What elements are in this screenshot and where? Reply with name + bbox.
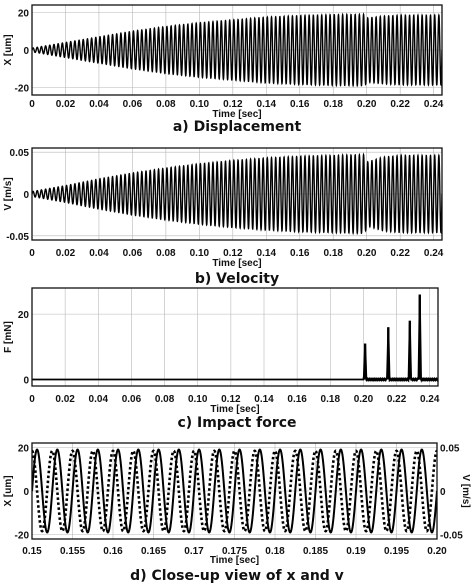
y-axis-label: F [mN]: [3, 321, 14, 353]
x-tick-label: 0.18: [265, 546, 285, 557]
x-tick-label: 0.10: [188, 394, 208, 405]
y-tick-label: -20: [15, 84, 30, 95]
x-tick-label: 0.195: [384, 546, 409, 557]
y-axis-label: V [m/s]: [3, 177, 14, 210]
panel-d: 0.15 0.155 0.16 0.165 0.17 0.175 0.18 0.185 0.19…: [3, 442, 471, 584]
x-tick-label: 0.08: [155, 394, 175, 405]
x-tick-label: 0.24: [424, 99, 444, 110]
x-axis-label: Time [sec]: [210, 404, 259, 415]
y-tick-label: -0.05: [6, 232, 29, 243]
x-tick-label: 0.10: [190, 99, 210, 110]
x-tick-label: 0.155: [60, 546, 85, 557]
y-tick-label: 20: [18, 310, 30, 321]
panel-c: 0 0.02 0.04 0.06 0.08 0.10 0.12 0.14 0.16 0.18 0.2…: [3, 287, 440, 431]
plot-area: [32, 12, 442, 88]
x-tick-label: 0.16: [103, 546, 123, 557]
y-tick-label: 0: [23, 375, 29, 386]
x-tick-label: 0.06: [123, 99, 143, 110]
x-tick-label: 0: [29, 248, 35, 259]
displacement-line: [32, 448, 437, 534]
x-tick-label: 0.22: [387, 394, 407, 405]
plot-frame: [31, 287, 439, 387]
y-right-tick-label: -0.05: [440, 531, 463, 542]
x-tick-label: 0.04: [89, 394, 109, 405]
x-tick-label: 0.22: [390, 99, 410, 110]
y-tick-label: 0.05: [10, 148, 30, 159]
y-right-axis-label: V [m/s]: [460, 474, 471, 507]
x-tick-label: 0.16: [287, 394, 307, 405]
series-line: [32, 296, 438, 383]
y-tick-label: -20: [15, 531, 30, 542]
plot-area: [32, 152, 442, 236]
x-tick-label: 0.14: [257, 99, 277, 110]
panel-a: 0 0.02 0.04 0.06 0.08 0.10 0.12 0.14 0.16 0.18 0.2…: [3, 4, 444, 135]
x-tick-label: 0: [29, 394, 35, 405]
y-axis-label: X [um]: [3, 34, 14, 65]
x-tick-label: 0.02: [56, 248, 76, 259]
panel-b: 0 0.02 0.04 0.06 0.08 0.10 0.12 0.14 0.16 0.18 0.2…: [3, 147, 444, 287]
y-right-tick-label: 0: [440, 487, 446, 498]
x-tick-label: 0.06: [122, 394, 142, 405]
x-tick-label: 0.20: [354, 394, 374, 405]
x-tick-label: 0.04: [89, 248, 109, 259]
x-tick-label: 0.04: [89, 99, 109, 110]
x-tick-label: 0.16: [290, 99, 310, 110]
y-right-tick-label: 0.05: [440, 443, 460, 454]
x-tick-label: 0.12: [223, 248, 243, 259]
x-tick-label: 0.24: [424, 248, 444, 259]
x-tick-label: 0.19: [346, 546, 366, 557]
x-tick-label: 0.16: [290, 248, 310, 259]
y-tick-label: 20: [18, 443, 30, 454]
y-tick-label: 0: [23, 487, 29, 498]
x-axis-label: Time [sec]: [212, 109, 261, 120]
plot-area: [32, 448, 437, 534]
panel-caption: c) Impact force: [177, 415, 296, 431]
x-tick-label: 0.24: [420, 394, 440, 405]
x-tick-label: 0.18: [321, 394, 341, 405]
plot-area: [32, 294, 438, 383]
x-tick-label: 0.12: [223, 99, 243, 110]
x-tick-label: 0.18: [323, 248, 343, 259]
plot-frame: [31, 147, 443, 241]
y-tick-label: 0: [23, 190, 29, 201]
y-tick-label: 0: [23, 46, 29, 57]
x-tick-label: 0.185: [303, 546, 328, 557]
x-tick-label: 0.165: [141, 546, 166, 557]
x-tick-label: 0.20: [357, 99, 377, 110]
x-tick-label: 0.12: [221, 394, 241, 405]
x-tick-label: 0.08: [156, 99, 176, 110]
x-tick-label: 0.18: [323, 99, 343, 110]
x-axis-label: Time [sec]: [210, 555, 259, 566]
x-tick-label: 0.15: [22, 546, 42, 557]
x-tick-label: 0.17: [184, 546, 204, 557]
x-tick-label: 0.02: [55, 394, 75, 405]
x-tick-label: 0.175: [222, 546, 247, 557]
plot-frame: [31, 442, 438, 540]
x-tick-label: 0.22: [390, 248, 410, 259]
x-tick-label: 0.20: [357, 248, 377, 259]
x-tick-label: 0.10: [190, 248, 210, 259]
panel-caption: d) Close-up view of x and v: [130, 568, 344, 584]
x-tick-label: 0.06: [123, 248, 143, 259]
x-tick-label: 0.02: [56, 99, 76, 110]
velocity-line: [32, 449, 437, 533]
x-tick-label: 0.14: [254, 394, 274, 405]
x-tick-label: 0.14: [257, 248, 277, 259]
x-axis-label: Time [sec]: [212, 258, 261, 269]
series-line: [32, 12, 442, 88]
x-tick-label: 0.08: [156, 248, 176, 259]
plot-frame: [31, 4, 443, 96]
x-tick-label: 0: [29, 99, 35, 110]
series-line: [32, 152, 442, 236]
y-axis-label: X [um]: [3, 475, 14, 506]
panel-caption: b) Velocity: [195, 271, 279, 287]
x-tick-label: 0.20: [427, 546, 447, 557]
y-tick-label: 20: [18, 9, 30, 20]
panel-caption: a) Displacement: [173, 119, 302, 135]
